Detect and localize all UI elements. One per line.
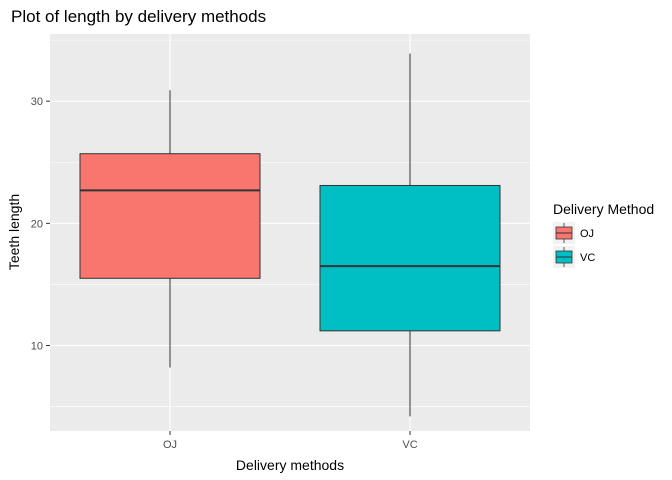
x-axis-ticks: OJ VC [163,431,418,451]
x-tick-label: VC [402,439,417,451]
y-tick-label: 20 [31,218,43,230]
legend-label: OJ [580,228,594,240]
x-axis-title: Delivery methods [236,457,344,473]
box-series [79,53,501,417]
legend-item-vc: VC [553,246,595,268]
legend-item-oj: OJ [553,222,594,244]
y-axis-title: Teeth length [6,194,22,270]
chart-title: Plot of length by delivery methods [11,7,266,26]
box-iqr [319,184,501,332]
legend-title: Delivery Method [553,201,654,217]
box-iqr [79,153,261,279]
box-oj [79,90,261,368]
legend-label: VC [580,252,595,264]
y-tick-label: 10 [31,340,43,352]
y-axis-ticks: 10 20 30 [31,96,50,352]
box-vc [319,53,501,417]
x-tick-label: OJ [163,439,177,451]
y-tick-label: 30 [31,96,43,108]
legend: Delivery Method OJ VC [553,201,654,268]
